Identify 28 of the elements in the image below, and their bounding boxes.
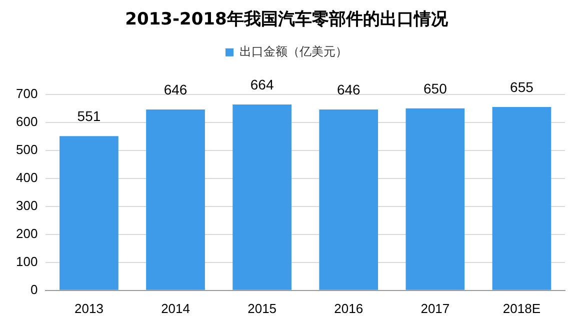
data-label: 646 xyxy=(164,81,188,98)
bar xyxy=(232,104,292,290)
y-tick-label: 300 xyxy=(16,198,38,213)
data-label: 551 xyxy=(77,108,101,124)
data-label: 646 xyxy=(336,81,361,98)
x-tick-label: 2016 xyxy=(334,300,364,316)
x-tick-label: 2014 xyxy=(161,300,190,316)
chart-title: 2013-2018年我国汽车零部件的出口情况 xyxy=(125,10,449,30)
bar xyxy=(406,108,465,290)
data-label: 664 xyxy=(250,76,274,92)
y-tick-label: 600 xyxy=(16,114,38,129)
bar xyxy=(60,136,118,290)
y-tick-label: 500 xyxy=(16,142,38,157)
y-tick-label: 700 xyxy=(16,86,38,101)
y-tick-label: 200 xyxy=(16,226,38,241)
x-tick-label: 2013 xyxy=(74,300,104,316)
bar xyxy=(319,110,378,290)
y-tick-label: 100 xyxy=(16,254,38,269)
bar xyxy=(492,107,552,290)
x-tick-label: 2015 xyxy=(248,300,277,316)
x-tick-label: 2017 xyxy=(420,300,450,316)
data-label: 655 xyxy=(510,78,534,95)
legend-label: 出口金额（亿美元） xyxy=(240,44,348,59)
y-tick-label: 0 xyxy=(30,282,38,297)
bar xyxy=(146,110,205,290)
x-tick-label: 2018E xyxy=(502,300,541,316)
data-label: 650 xyxy=(423,80,448,96)
y-tick-label: 400 xyxy=(16,170,38,185)
